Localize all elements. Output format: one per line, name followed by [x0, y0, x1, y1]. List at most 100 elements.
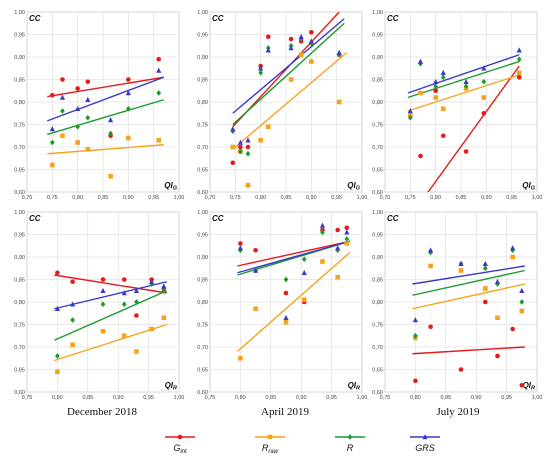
data-point-grs	[336, 49, 342, 55]
x-tick-label: 0,80	[255, 195, 266, 201]
trend-line-gint	[54, 274, 167, 294]
data-point-gint	[60, 77, 65, 82]
y-axis-label: CC	[212, 14, 224, 23]
y-tick-label: 0,85	[14, 78, 25, 84]
data-point-r	[85, 114, 91, 121]
data-point-rraw	[134, 349, 139, 354]
x-tick-label: 0,85	[265, 395, 276, 401]
y-tick-label: 0,60	[14, 390, 25, 396]
x-tick-label: 0,90	[296, 395, 307, 401]
x-tick-label: 0,75	[380, 395, 391, 401]
y-axis-label: CC	[29, 214, 41, 223]
y-tick-label: 0,85	[372, 78, 383, 84]
data-point-rraw	[149, 326, 154, 332]
y-tick-label: 0,70	[372, 145, 383, 151]
data-point-rraw	[258, 137, 263, 143]
data-point-gint	[55, 270, 60, 276]
data-point-rraw	[50, 162, 55, 168]
data-point-grs	[70, 301, 76, 307]
data-point-rraw	[519, 308, 525, 314]
data-point-rraw	[161, 315, 167, 321]
y-tick-label: 0,70	[14, 145, 25, 151]
data-point-grs	[59, 94, 66, 100]
trend-line-r	[407, 60, 520, 99]
data-point-rraw	[253, 306, 258, 312]
data-point-r	[100, 301, 106, 308]
data-point-gint	[433, 88, 438, 94]
y-tick-label: 0,65	[372, 168, 383, 174]
x-tick-label: 0,75	[47, 195, 58, 201]
data-point-r	[156, 90, 162, 96]
data-point-rraw	[245, 182, 251, 188]
data-point-gint	[335, 227, 340, 233]
data-point-gint	[519, 382, 525, 388]
data-point-rraw	[288, 77, 294, 82]
data-point-rraw	[335, 274, 340, 280]
data-point-rraw	[495, 315, 500, 321]
x-axis-label: QIG	[164, 181, 177, 192]
y-tick-label: 0,75	[14, 323, 25, 329]
data-point-grs	[75, 105, 81, 112]
trend-line-gint	[237, 240, 350, 267]
data-point-gint	[483, 299, 488, 305]
data-point-r	[320, 229, 325, 236]
y-tick-label: 0,70	[14, 345, 25, 351]
scatter-panel-3: 0,60 0,65 0,70 0,75 0,80 0,85 0,90 0,95 1,00 0,70…	[372, 10, 542, 201]
legend-label: Rraw	[262, 443, 279, 455]
data-point-gint	[70, 279, 75, 285]
data-point-gint	[156, 56, 162, 62]
x-tick-label: 1,00	[357, 195, 368, 201]
x-tick-label: 1,00	[532, 395, 543, 401]
legend-item-rraw: Rraw	[255, 434, 285, 455]
legend-label: R	[347, 443, 354, 453]
legend-label: GRS	[415, 443, 435, 453]
legend: Gint Rraw R GRS	[165, 434, 440, 455]
trend-line-gint	[47, 76, 164, 98]
x-tick-label: 0,85	[98, 195, 109, 201]
data-point-grs	[308, 38, 314, 44]
data-point-grs	[407, 108, 413, 114]
y-tick-label: 0,95	[14, 33, 25, 39]
data-point-gint	[309, 29, 314, 35]
data-point-gint	[283, 290, 289, 296]
data-point-grs	[482, 260, 488, 267]
data-point-grs	[335, 245, 341, 251]
data-point-grs	[428, 247, 434, 253]
y-tick-label: 0,85	[372, 278, 383, 284]
x-tick-label: 0,75	[405, 195, 416, 201]
y-tick-label: 0,90	[14, 255, 25, 261]
x-tick-label: 0,90	[306, 195, 317, 201]
series-group	[412, 245, 525, 388]
x-tick-label: 0,90	[471, 395, 482, 401]
y-tick-label: 0,70	[197, 345, 208, 351]
data-point-rraw	[510, 254, 515, 260]
data-point-rraw	[238, 355, 243, 361]
y-axis-label: CC	[387, 14, 399, 23]
data-point-grs	[301, 269, 307, 276]
x-tick-label: 0,80	[410, 395, 421, 401]
trend-line-grs	[412, 265, 525, 285]
data-point-rraw	[283, 319, 289, 325]
y-tick-label: 0,60	[197, 190, 208, 196]
y-axis-label: CC	[212, 214, 224, 223]
data-point-rraw	[60, 133, 65, 139]
data-point-rraw	[100, 328, 106, 334]
data-point-gint	[230, 160, 236, 166]
data-point-rraw	[433, 95, 438, 100]
data-point-r	[283, 276, 289, 283]
data-point-grs	[494, 278, 501, 285]
data-point-rraw	[70, 342, 75, 348]
data-point-gint	[253, 247, 258, 253]
data-point-grs	[54, 305, 60, 312]
data-point-r	[344, 236, 350, 242]
data-point-gint	[265, 34, 271, 40]
data-point-gint	[428, 324, 433, 330]
series-group	[47, 56, 165, 179]
data-point-r	[408, 114, 413, 121]
x-axis-label: QIG	[347, 181, 360, 192]
data-point-gint	[516, 74, 522, 80]
x-tick-label: 0,95	[326, 395, 337, 401]
data-point-grs	[433, 78, 439, 85]
data-point-gint	[440, 133, 446, 139]
data-point-r	[50, 139, 55, 146]
